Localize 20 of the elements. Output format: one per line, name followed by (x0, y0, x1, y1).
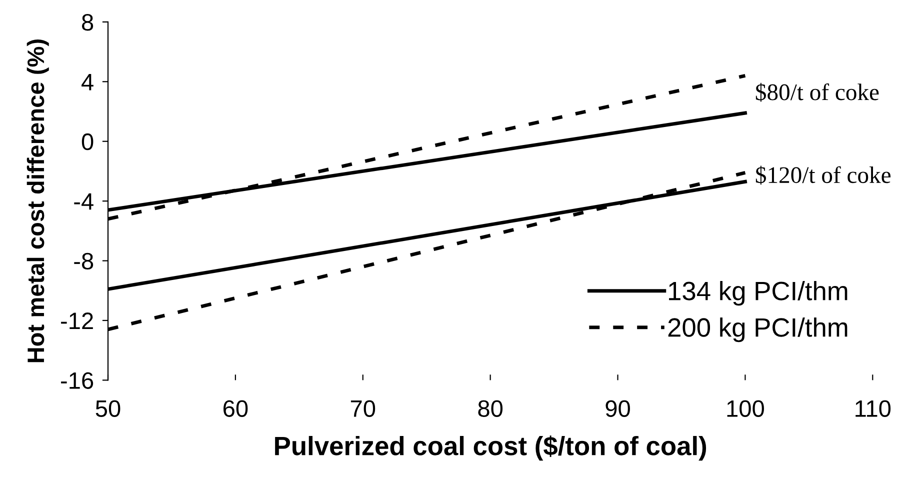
annotation: $120/t of coke (756, 166, 890, 185)
y-tick-label: -12 (61, 312, 93, 330)
x-axis-title: Pulverized coal cost ($/ton of coal) (275, 436, 706, 461)
y-tick-label: 8 (82, 14, 94, 31)
x-tick-label: 110 (856, 400, 891, 417)
y-tick-label: -4 (74, 193, 94, 210)
y-axis-title: Hot metal cost difference (%) (26, 40, 49, 362)
x-tick-label: 100 (727, 400, 764, 417)
x-tick-label: 80 (478, 400, 503, 417)
y-tick-label: 4 (82, 74, 94, 90)
y-tick-label: 0 (82, 133, 94, 150)
y-tick-label: -8 (74, 252, 94, 270)
x-tick-label: 90 (606, 400, 630, 417)
legend-label: 134 kg PCI/thm (669, 281, 848, 306)
annotation: $80/t of coke (756, 82, 879, 102)
x-tick-label: 60 (224, 400, 248, 417)
x-tick-label: 50 (96, 400, 120, 417)
legend-label: 200 kg PCI/thm (668, 317, 848, 342)
y-tick-label: -16 (61, 372, 94, 389)
x-tick-label: 70 (350, 400, 376, 417)
